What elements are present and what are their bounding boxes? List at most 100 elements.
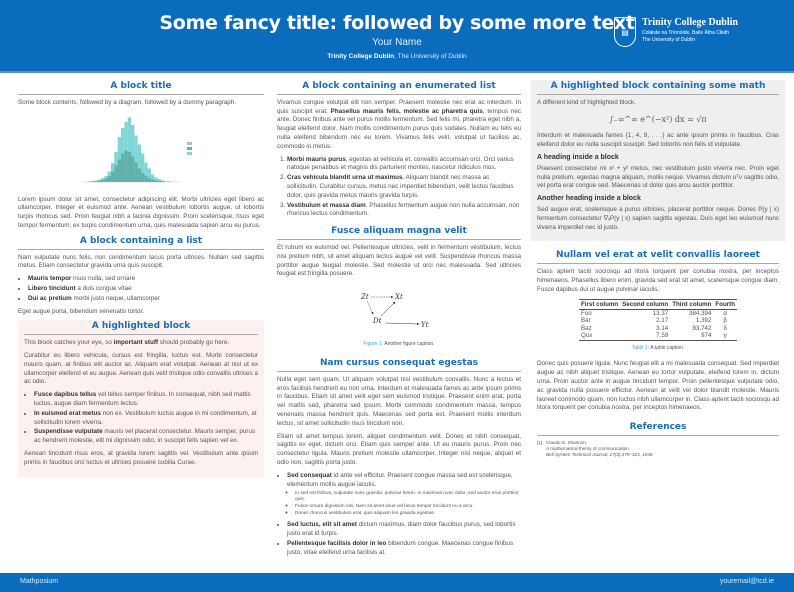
block-title: A highlighted block containing some math [537, 80, 779, 95]
column-header: Fourth [713, 298, 737, 310]
block-text: A different kind of highlighted block. [537, 98, 636, 106]
edge-z-d [366, 301, 374, 315]
table-row: Bar 2.17 1,392 β [579, 317, 737, 324]
shield-icon: ▤ [614, 17, 636, 47]
histogram-bar [131, 156, 135, 182]
caption-text: Another figure caption. [383, 341, 435, 348]
legend-swatch [187, 151, 192, 155]
block-text: Et rutrum ex euismod vel. Pellentesque u… [277, 243, 521, 278]
item-text: . Phasellus fermentum augue non nulla ac… [287, 201, 520, 218]
edge-d-y [384, 322, 420, 326]
histogram-bar [167, 180, 171, 182]
causal-diagram: Zt Xt Dt Yt [360, 293, 429, 329]
node-y: Yt [421, 321, 429, 329]
table-cell: β [723, 317, 727, 325]
reference-item: [1] Claude E. Shannon. A mathematical the… [537, 440, 779, 458]
histogram-bar [151, 174, 155, 182]
table-cell: γ [713, 332, 737, 341]
text: This block catches your eye, so [24, 339, 114, 347]
enumerated-list: Morbi mauris purus, egestas at vehicula … [287, 156, 521, 220]
list-item: Dui ac pretium morbi justo neque, ullamc… [28, 295, 264, 304]
list-item: Suspendisse vulputate mauris vel placera… [34, 428, 258, 446]
block-title: A highlighted block [24, 320, 258, 336]
histogram-bar [127, 117, 131, 182]
histogram-bar [137, 168, 141, 182]
table-cell: α [723, 309, 727, 317]
item-text: a duis congue vitae [75, 284, 132, 292]
histogram-bar [134, 162, 138, 182]
list-item: Fusce dapibus tellus vel tellus semper f… [34, 391, 258, 409]
item-text: , egestas at vehicula et, convallis accu… [287, 155, 514, 172]
column-left: A block title Some block contents, follo… [18, 80, 264, 481]
list-item: Sed luctus, elit sit amet dictum maximus… [287, 521, 521, 539]
block-text: Some block contents, followed by a diagr… [18, 98, 237, 106]
item-text: dictum maximus, diam dolor faucibus puru… [287, 521, 516, 538]
institution-rest: , The University of Dublin [394, 53, 467, 60]
block-text: Class aptent taciti sociosqu ad litora t… [537, 268, 779, 293]
list-item: Mauris tempor risus nulla, sed ornare [28, 275, 264, 284]
block-text: Nulla eget sem quam. Ut aliquam volutpat… [277, 375, 521, 427]
list-item: Pellentesque facilisis dolor in leo bibe… [287, 540, 521, 558]
block-text: Nam vulputate nunc felis, non condimentu… [18, 253, 264, 270]
histogram-bar [97, 180, 101, 182]
histogram-bar [107, 175, 111, 182]
block-text: Eget augue porta, bibendum venenatis tor… [18, 307, 145, 315]
block-text: This block catches your eye, so importan… [24, 339, 258, 348]
table-cell: 2.17 [656, 317, 669, 325]
column-header: First column [579, 298, 621, 310]
figure-caption: Figure 1: Another figure caption. [277, 340, 521, 349]
text: , tempus nec ante. Donec finibus ante ve… [277, 107, 521, 150]
node-z: Zt [360, 293, 369, 301]
column-header: Second column [620, 298, 671, 310]
histogram-bar [87, 180, 91, 182]
histogram-bar [121, 153, 125, 182]
item-bold: In euismod erat metus [34, 409, 101, 417]
table-row: Baz 3.14 83,742 δ [579, 325, 737, 332]
table-row: Qux 7.59 974 γ [579, 332, 737, 341]
legend-swatch [187, 141, 192, 145]
poster-title: Some fancy title: followed by some more … [159, 12, 635, 34]
list-item: Vestibulum et massa diam. Phasellus ferm… [287, 202, 521, 220]
column-right: A highlighted block containing some math… [531, 80, 785, 458]
table-cell: Bar [581, 317, 591, 325]
item-bold: Vestibulum et massa diam [287, 201, 366, 209]
histogram-bar [134, 135, 138, 182]
block-subheading: A heading inside a block [537, 153, 619, 161]
block-title: A block title [18, 80, 264, 95]
table-cell: 384,394 [689, 309, 712, 317]
block-title: Nullam vel erat at velit convallis laore… [537, 249, 779, 265]
item-bold: Mauris tempor [28, 275, 72, 283]
block-title: A block containing a list [18, 235, 264, 250]
author-name: Your Name [372, 37, 422, 48]
institution-name: Trinity College Dublin [327, 53, 395, 60]
sub-item: In sed est finibus, vulputate nunc gravi… [295, 491, 521, 503]
tcd-logo: ▤ Trinity College Dublin Coláiste na Trío… [614, 17, 738, 47]
sub-item: Donec rhoncus vestibulum erat, quis aliq… [295, 511, 521, 517]
data-table: First column Second column Third column Fou… [579, 298, 737, 341]
histogram-bar [91, 180, 95, 182]
equation: ∫₋∞^∞ e^(−x²) dx = √π [609, 114, 707, 124]
bullet-list: Mauris tempor risus nulla, sed ornare Li… [28, 275, 264, 303]
edge-d-x [380, 301, 396, 317]
logo-sub: The University of Dublin [642, 37, 696, 43]
item-bold: Morbi mauris purus [287, 155, 346, 163]
caption-label: Table 1: [631, 344, 650, 351]
block-title: Fusce aliquam magna velit [277, 225, 521, 240]
ref-journal: Bell System Technical Journal, 27(3):379… [546, 451, 654, 457]
item-bold: Sed luctus, elit sit amet [287, 521, 357, 529]
table-caption: Table 1: A table caption. [537, 344, 779, 353]
node-x: Xt [394, 293, 403, 301]
histogram-bar [151, 179, 155, 182]
highlighted-block: A highlighted block This block catches y… [18, 320, 264, 477]
histogram-bar [137, 144, 141, 182]
histogram-bar [147, 177, 151, 182]
table-cell: Baz [581, 324, 592, 332]
block-subheading: Another heading inside a block [537, 195, 641, 203]
histogram-bar [141, 172, 145, 182]
node-d: Dt [372, 317, 382, 325]
column-header: Third column [670, 298, 714, 310]
list-item: Cras vehicula blandit urna ut maximus. A… [287, 174, 521, 200]
table-cell: 83,742 [692, 324, 712, 332]
item-text: mauris vel placerat consectetur. Mauris … [34, 428, 256, 445]
email-link[interactable]: youremail@tcd.ie [719, 578, 774, 585]
